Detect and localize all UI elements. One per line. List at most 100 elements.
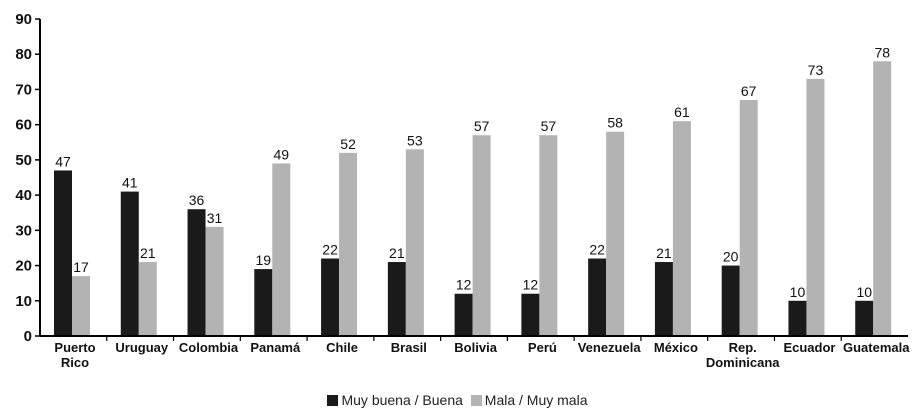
bar-mala-muy-mala xyxy=(739,100,758,336)
x-tick-label-line: Dominicana xyxy=(706,355,780,370)
data-label: 12 xyxy=(523,277,539,293)
bar-mala-muy-mala xyxy=(405,149,424,336)
x-tick-label: Perú xyxy=(528,340,557,355)
bar-muy-buena-buena xyxy=(254,269,273,336)
x-tick-label-line: Brasil xyxy=(391,340,427,355)
data-label: 67 xyxy=(741,83,757,99)
y-tick-label: 0 xyxy=(24,328,32,345)
data-label: 49 xyxy=(274,146,290,162)
data-label: 61 xyxy=(674,104,690,120)
legend: Muy buena / Buena Mala / Muy mala xyxy=(0,392,915,408)
x-tick-label: Chile xyxy=(326,340,358,355)
bar-mala-muy-mala xyxy=(472,135,491,336)
bar-muy-buena-buena xyxy=(54,170,72,336)
y-tick-label: 60 xyxy=(15,117,32,134)
bar-mala-muy-mala xyxy=(72,276,90,336)
x-tick-label: México xyxy=(654,340,698,355)
y-tick-label: 70 xyxy=(15,81,32,98)
x-tick-label-line: Uruguay xyxy=(115,340,169,355)
x-tick-label-line: Bolivia xyxy=(454,340,497,355)
legend-swatch-series-2 xyxy=(470,395,482,406)
x-tick-label-line: Guatemala xyxy=(843,340,910,355)
data-label: 31 xyxy=(207,210,223,226)
x-tick-label-line: Colombia xyxy=(179,340,239,355)
data-label: 22 xyxy=(589,242,605,258)
x-tick-label: Bolivia xyxy=(454,340,497,355)
data-label: 17 xyxy=(73,259,89,275)
bar-muy-buena-buena xyxy=(788,300,807,336)
data-label: 52 xyxy=(340,136,356,152)
x-tick-label: Panamá xyxy=(250,340,301,355)
x-tick-label: Colombia xyxy=(179,340,239,355)
data-label: 21 xyxy=(389,245,405,261)
bar-muy-buena-buena xyxy=(321,258,340,336)
data-label: 41 xyxy=(122,175,138,191)
x-tick-label-line: Chile xyxy=(326,340,358,355)
bar-mala-muy-mala xyxy=(873,61,892,337)
data-label: 19 xyxy=(256,252,272,268)
y-tick-label: 90 xyxy=(15,11,32,28)
bar-muy-buena-buena xyxy=(855,300,874,336)
bars xyxy=(54,61,892,337)
legend-label-series-2: Mala / Muy mala xyxy=(484,392,588,408)
legend-label-series-1: Muy buena / Buena xyxy=(341,392,463,408)
bar-mala-muy-mala xyxy=(806,78,825,336)
legend-item-series-1: Muy buena / Buena xyxy=(327,392,463,408)
bar-mala-muy-mala xyxy=(539,135,558,336)
legend-swatch-series-1 xyxy=(327,395,339,406)
data-label: 12 xyxy=(456,277,472,293)
x-tick-label: Brasil xyxy=(391,340,427,355)
bar-muy-buena-buena xyxy=(187,209,206,336)
x-tick-label: Ecuador xyxy=(783,340,835,355)
x-tick-label-line: Puerto xyxy=(54,340,95,355)
y-tick-label: 80 xyxy=(15,46,32,63)
data-label: 10 xyxy=(856,284,872,300)
x-tick-label-line: Rico xyxy=(61,355,89,370)
data-label: 20 xyxy=(723,249,739,265)
data-label: 73 xyxy=(808,62,824,78)
legend-item-series-2: Mala / Muy mala xyxy=(470,392,588,408)
data-label: 47 xyxy=(55,153,71,169)
x-tick-label-line: México xyxy=(654,340,698,355)
data-label: 53 xyxy=(407,132,423,148)
data-label: 78 xyxy=(874,44,890,60)
data-label: 36 xyxy=(189,192,205,208)
x-tick-label-line: Ecuador xyxy=(783,340,835,355)
bar-muy-buena-buena xyxy=(721,265,740,336)
data-label: 57 xyxy=(541,118,557,134)
y-tick-label: 50 xyxy=(15,152,32,169)
x-tick-label-line: Rep. xyxy=(729,340,757,355)
bar-muy-buena-buena xyxy=(454,293,473,336)
bar-mala-muy-mala xyxy=(672,121,691,337)
x-tick-label-line: Panamá xyxy=(250,340,301,355)
bar-mala-muy-mala xyxy=(272,163,291,336)
x-tick-label: Rep. Dominicana xyxy=(706,340,780,370)
x-tick-label-line: Perú xyxy=(528,340,557,355)
bar-muy-buena-buena xyxy=(120,191,139,336)
bar-muy-buena-buena xyxy=(588,258,607,336)
bar-mala-muy-mala xyxy=(339,152,358,336)
y-tick-label: 30 xyxy=(15,222,32,239)
data-label: 10 xyxy=(790,284,806,300)
bar-mala-muy-mala xyxy=(138,262,157,336)
bar-muy-buena-buena xyxy=(521,293,540,336)
x-axis: Puerto Rico Uruguay Colombia Panamá Chile Bras… xyxy=(40,335,910,370)
x-tick-label-line: Venezuela xyxy=(578,340,642,355)
data-label: 21 xyxy=(140,245,156,261)
x-tick-label: Puerto Rico xyxy=(54,340,95,370)
y-axis: 0 10 20 30 40 50 60 70 80 90 xyxy=(15,11,41,345)
data-label: 57 xyxy=(474,118,490,134)
data-label: 22 xyxy=(322,242,338,258)
bar-muy-buena-buena xyxy=(387,262,406,336)
y-tick-label: 40 xyxy=(15,187,32,204)
x-tick-label: Venezuela xyxy=(578,340,642,355)
bar-muy-buena-buena xyxy=(654,262,673,336)
x-tick-label: Guatemala xyxy=(843,340,910,355)
x-tick-label: Uruguay xyxy=(115,340,169,355)
y-tick-label: 20 xyxy=(15,258,32,275)
bar-mala-muy-mala xyxy=(205,226,224,336)
data-label: 21 xyxy=(656,245,672,261)
data-label: 58 xyxy=(607,115,623,131)
